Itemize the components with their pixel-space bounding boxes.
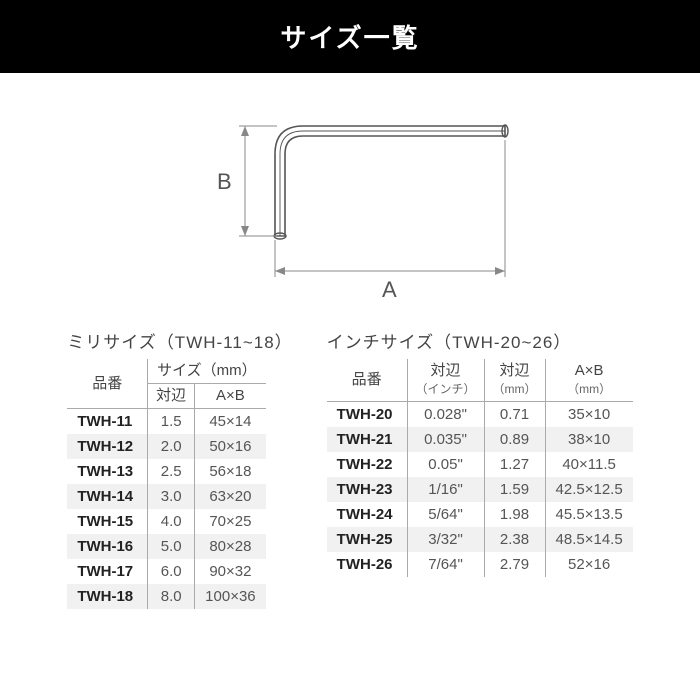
cell-af-mm: 0.89 (484, 427, 545, 452)
cell-af-in: 3/32" (407, 527, 484, 552)
table-row: TWH-132.556×18 (67, 459, 265, 484)
cell-ab: 48.5×14.5 (545, 527, 633, 552)
cell-ab: 80×28 (195, 534, 266, 559)
cell-ab: 52×16 (545, 552, 633, 577)
inch-col-af-in: 対辺 （インチ） (407, 359, 484, 402)
cell-af-mm: 0.71 (484, 402, 545, 428)
table-row: TWH-245/64"1.9845.5×13.5 (327, 502, 633, 527)
cell-ab: 42.5×12.5 (545, 477, 633, 502)
svg-text:B: B (217, 169, 232, 194)
table-row: TWH-200.028"0.7135×10 (327, 402, 633, 428)
page-title: サイズ一覧 (280, 23, 419, 53)
table-row: TWH-154.070×25 (67, 509, 265, 534)
cell-part: TWH-21 (327, 427, 407, 452)
cell-part: TWH-20 (327, 402, 407, 428)
cell-part: TWH-23 (327, 477, 407, 502)
cell-ab: 40×11.5 (545, 452, 633, 477)
cell-ab: 100×36 (195, 584, 266, 609)
cell-ab: 45.5×13.5 (545, 502, 633, 527)
table-row: TWH-188.0100×36 (67, 584, 265, 609)
tables-container: ミリサイズ（TWH-11~18） 品番 サイズ（mm） 対辺 A×B TWH-1… (0, 328, 700, 609)
inch-col-af-mm: 対辺 （mm） (484, 359, 545, 402)
cell-ab: 63×20 (195, 484, 266, 509)
cell-ab: 56×18 (195, 459, 266, 484)
table-row: TWH-210.035"0.8938×10 (327, 427, 633, 452)
table-row: TWH-176.090×32 (67, 559, 265, 584)
table-row: TWH-267/64"2.7952×16 (327, 552, 633, 577)
cell-part: TWH-15 (67, 509, 147, 534)
table-row: TWH-165.080×28 (67, 534, 265, 559)
table-row: TWH-122.050×16 (67, 434, 265, 459)
inch-title-range: （TWH-20~26） (434, 333, 571, 352)
inch-size-block: インチサイズ（TWH-20~26） 品番 対辺 （インチ） 対辺 （mm） A×… (327, 328, 633, 609)
mm-col-ab: A×B (195, 384, 266, 409)
inch-col-ab: A×B （mm） (545, 359, 633, 402)
inch-col-af-in-1: 対辺 (431, 362, 461, 379)
cell-af-in: 0.028" (407, 402, 484, 428)
inch-col-part: 品番 (327, 359, 407, 402)
cell-part: TWH-14 (67, 484, 147, 509)
cell-part: TWH-18 (67, 584, 147, 609)
cell-af-mm: 1.98 (484, 502, 545, 527)
cell-part: TWH-17 (67, 559, 147, 584)
cell-part: TWH-22 (327, 452, 407, 477)
mm-col-part: 品番 (67, 359, 147, 409)
table-row: TWH-143.063×20 (67, 484, 265, 509)
cell-part: TWH-25 (327, 527, 407, 552)
cell-af-in: 0.05" (407, 452, 484, 477)
cell-af-mm: 1.27 (484, 452, 545, 477)
table-row: TWH-220.05"1.2740×11.5 (327, 452, 633, 477)
table-row: TWH-253/32"2.3848.5×14.5 (327, 527, 633, 552)
cell-af-in: 0.035" (407, 427, 484, 452)
inch-col-ab-1: A×B (575, 362, 604, 379)
inch-col-af-mm-2: （mm） (493, 382, 537, 396)
mm-size-block: ミリサイズ（TWH-11~18） 品番 サイズ（mm） 対辺 A×B TWH-1… (67, 328, 292, 609)
page-header: サイズ一覧 (0, 0, 700, 73)
cell-ab: 35×10 (545, 402, 633, 428)
dimension-diagram: BA (0, 101, 700, 306)
mm-col-size-group: サイズ（mm） (148, 359, 266, 384)
inch-title-prefix: インチサイズ (327, 333, 435, 352)
cell-part: TWH-12 (67, 434, 147, 459)
mm-table: 品番 サイズ（mm） 対辺 A×B TWH-111.545×14TWH-122.… (67, 359, 265, 609)
cell-af: 3.0 (148, 484, 195, 509)
cell-ab: 45×14 (195, 409, 266, 435)
cell-af: 2.0 (148, 434, 195, 459)
cell-af-in: 5/64" (407, 502, 484, 527)
cell-part: TWH-26 (327, 552, 407, 577)
svg-text:A: A (382, 277, 397, 301)
mm-title-prefix: ミリサイズ (67, 333, 157, 352)
cell-af-in: 7/64" (407, 552, 484, 577)
mm-title-range: （TWH-11~18） (157, 333, 293, 352)
cell-ab: 50×16 (195, 434, 266, 459)
cell-af: 5.0 (148, 534, 195, 559)
table-row: TWH-111.545×14 (67, 409, 265, 435)
table-row: TWH-231/16"1.5942.5×12.5 (327, 477, 633, 502)
inch-table: 品番 対辺 （インチ） 対辺 （mm） A×B （mm） TWH-200.028 (327, 359, 633, 577)
cell-part: TWH-11 (67, 409, 147, 435)
cell-ab: 70×25 (195, 509, 266, 534)
inch-col-af-in-2: （インチ） (416, 382, 476, 396)
mm-table-title: ミリサイズ（TWH-11~18） (67, 328, 292, 353)
cell-af: 2.5 (148, 459, 195, 484)
cell-af: 6.0 (148, 559, 195, 584)
cell-part: TWH-24 (327, 502, 407, 527)
cell-ab: 90×32 (195, 559, 266, 584)
mm-col-af: 対辺 (148, 384, 195, 409)
cell-af-in: 1/16" (407, 477, 484, 502)
cell-af: 4.0 (148, 509, 195, 534)
cell-af-mm: 2.79 (484, 552, 545, 577)
inch-col-ab-2: （mm） (567, 382, 611, 396)
cell-af-mm: 1.59 (484, 477, 545, 502)
inch-col-af-mm-1: 対辺 (500, 362, 530, 379)
inch-table-title: インチサイズ（TWH-20~26） (327, 328, 633, 353)
cell-af-mm: 2.38 (484, 527, 545, 552)
cell-part: TWH-13 (67, 459, 147, 484)
cell-part: TWH-16 (67, 534, 147, 559)
cell-af: 8.0 (148, 584, 195, 609)
cell-af: 1.5 (148, 409, 195, 435)
cell-ab: 38×10 (545, 427, 633, 452)
